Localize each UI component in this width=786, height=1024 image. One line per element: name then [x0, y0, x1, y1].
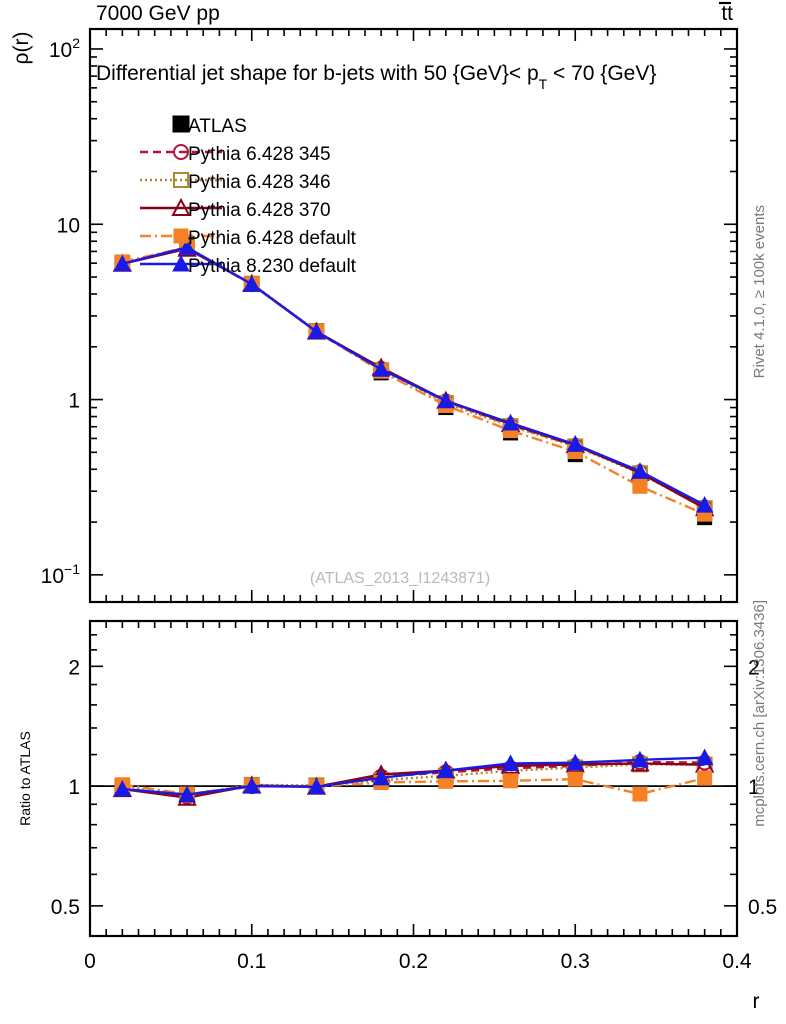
ratio-line: [122, 777, 705, 796]
ratio-ytick-label: 2: [68, 656, 80, 679]
marker-square-filled: [172, 115, 190, 133]
ratio-series: [114, 754, 713, 805]
main-ytick-label: 1: [68, 390, 80, 413]
xtick-label: 0.2: [399, 950, 428, 973]
marker-triangle-filled: [631, 750, 649, 768]
legend-label: Pythia 6.428 346: [188, 172, 331, 193]
main-ytick-label: 10−1: [41, 561, 81, 588]
main-line: [122, 246, 706, 507]
marker-triangle-open: [171, 197, 191, 216]
main-line: [122, 247, 706, 509]
marker-square-filled: [697, 770, 713, 786]
ratio-series: [112, 753, 715, 806]
dataset-watermark: (ATLAS_2013_I1243871): [310, 570, 490, 587]
marker-square-filled: [632, 478, 648, 494]
marker-triangle-filled: [242, 275, 261, 292]
marker-triangle-filled: [372, 360, 390, 377]
marker-triangle-filled: [178, 785, 196, 803]
svg-text:10: 10: [57, 214, 80, 237]
main-series: [113, 238, 714, 513]
marker-triangle-filled: [178, 238, 196, 255]
main-ytick-label: 102: [49, 35, 80, 62]
marker-square-filled: [173, 228, 189, 244]
marker-square-filled: [567, 771, 583, 787]
main-series: [114, 239, 713, 522]
svg-text:102: 102: [49, 35, 80, 62]
main-line: [122, 246, 706, 510]
marker-triangle-filled: [695, 496, 714, 513]
legend-label: Pythia 6.428 default: [188, 228, 357, 249]
marker-circle-open: [173, 144, 189, 160]
svg-text:1: 1: [68, 390, 80, 413]
main-panel-frame: [88, 27, 739, 604]
marker-triangle-filled: [566, 435, 585, 452]
marker-triangle-filled: [307, 322, 326, 340]
ratio-ytick-label-right: 1: [748, 776, 760, 799]
marker-triangle-filled: [242, 777, 261, 794]
svg-text:10−1: 10−1: [41, 561, 81, 588]
svg-text:tt: tt: [721, 2, 733, 25]
marker-triangle-filled: [437, 391, 455, 409]
marker-triangle-filled: [113, 254, 132, 272]
marker-triangle-filled: [437, 761, 455, 779]
marker-triangle-filled: [113, 780, 132, 797]
marker-square-filled: [503, 773, 519, 789]
marker-triangle-filled: [501, 413, 520, 431]
marker-square-open: [173, 172, 189, 188]
marker-triangle-filled: [631, 462, 649, 479]
marker-triangle-filled: [172, 254, 190, 272]
legend-label: Pythia 6.428 370: [188, 200, 331, 221]
ratio-line: [122, 756, 705, 796]
ratio-ytick-label-right: 0.5: [748, 896, 777, 919]
legend-entry[interactable]: Pythia 6.428 345: [140, 144, 331, 165]
ratio-series: [113, 748, 714, 803]
ratio-ytick-label-right: 2: [748, 656, 760, 679]
legend-entry[interactable]: Pythia 6.428 346: [140, 172, 331, 193]
xtick-label: 0.1: [237, 950, 266, 973]
xaxis-label: r: [753, 990, 760, 1013]
ratio-panel-frame: [88, 619, 739, 938]
ratio-yaxis-label: Ratio to ATLAS: [17, 731, 33, 826]
header-beam-label: 7000 GeV pp: [96, 2, 220, 25]
legend-entry[interactable]: Pythia 6.428 370: [140, 197, 331, 221]
xtick-label: 0.4: [722, 950, 752, 973]
xtick-label: 0.3: [561, 950, 590, 973]
marker-triangle-filled: [501, 754, 520, 771]
marker-triangle-filled: [566, 753, 585, 771]
svg-text:Differential jet shape for b-j: Differential jet shape for b-jets with 5…: [96, 62, 656, 92]
legend-label: Pythia 8.230 default: [188, 256, 357, 277]
sidenote-rivet: Rivet 4.1.0, ≥ 100k events: [751, 205, 768, 378]
main-atlas-points: [114, 236, 713, 526]
sidenote-mcplots: mcplots.cern.ch [arXiv:1306.3436]: [751, 600, 768, 827]
ratio-ytick-label: 1: [68, 776, 80, 799]
main-series: [114, 240, 713, 516]
ratio-line: [122, 762, 705, 799]
plot-title: Differential jet shape for b-jets with 5…: [96, 62, 656, 92]
legend-entry[interactable]: Pythia 8.230 default: [140, 254, 357, 277]
main-line: [122, 247, 706, 510]
legend-entry[interactable]: Pythia 6.428 default: [140, 228, 357, 249]
marker-triangle-filled: [307, 777, 326, 795]
marker-square-filled: [632, 786, 648, 802]
header-process-label: tt: [719, 1, 733, 25]
main-series: [112, 238, 715, 517]
xtick-label: 0: [84, 950, 96, 973]
legend-label: Pythia 6.428 345: [188, 144, 331, 165]
ratio-ytick-label: 0.5: [51, 896, 80, 919]
main-ytick-label: 10: [57, 214, 80, 237]
main-series: [114, 239, 713, 517]
yaxis-label: ρ(r): [10, 32, 33, 65]
main-line: [122, 245, 706, 516]
legend-label: ATLAS: [188, 116, 247, 137]
legend-entry[interactable]: ATLAS: [172, 115, 247, 137]
marker-triangle-filled: [372, 768, 390, 786]
marker-triangle-filled: [695, 748, 714, 766]
